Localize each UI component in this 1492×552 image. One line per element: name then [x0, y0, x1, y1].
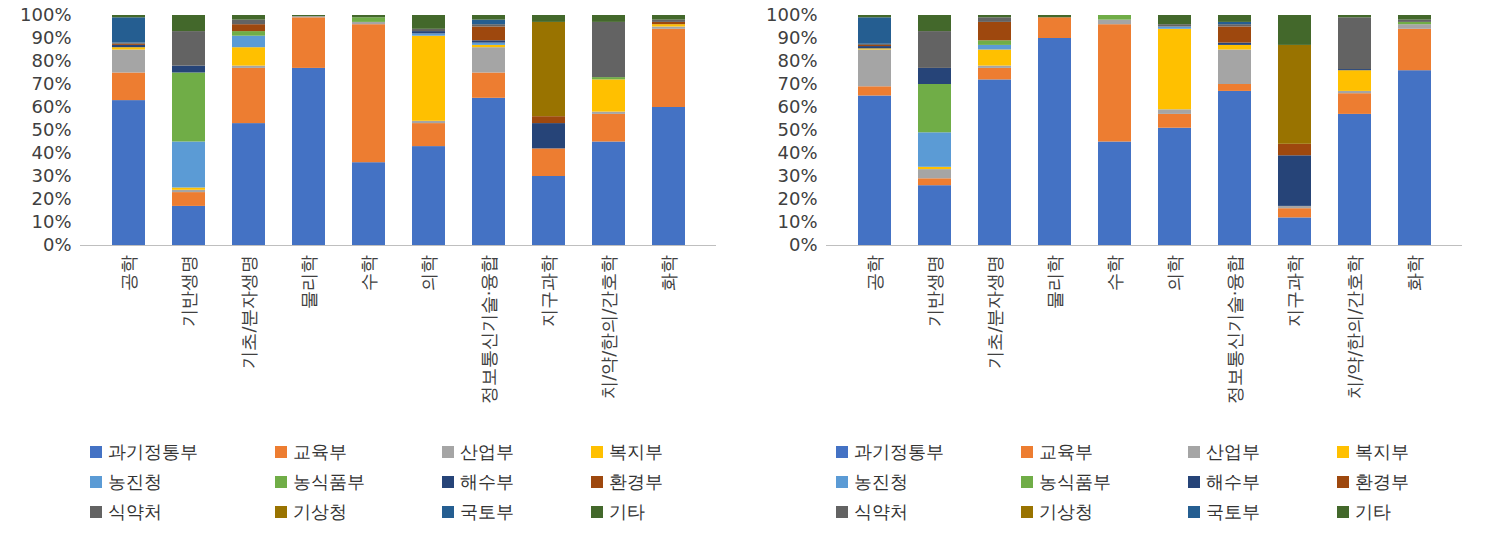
svg-text:화학: 화학	[1404, 255, 1425, 291]
svg-text:기반생명: 기반생명	[178, 255, 199, 327]
svg-text:공학: 공학	[864, 255, 885, 291]
svg-text:의학: 의학	[1164, 255, 1185, 291]
svg-text:수학: 수학	[358, 255, 379, 291]
html-text:산업부: 산업부	[460, 441, 514, 462]
html-text:과기정통부: 과기정통부	[854, 441, 944, 462]
svg-text:물리학: 물리학	[1044, 255, 1065, 309]
svg-text:10%: 10%	[31, 211, 71, 232]
svg-text:90%: 90%	[31, 27, 71, 48]
svg-text:수학: 수학	[1104, 255, 1125, 291]
svg-text:70%: 70%	[777, 73, 817, 94]
svg-text:60%: 60%	[31, 96, 71, 117]
svg-text:40%: 40%	[777, 142, 817, 163]
svg-text:정보통신기술·융합: 정보통신기술·융합	[478, 255, 499, 405]
html-text:식약처: 식약처	[108, 501, 162, 522]
svg-text:60%: 60%	[777, 96, 817, 117]
html-text:교육부: 교육부	[1039, 441, 1093, 462]
html-text:농식품부: 농식품부	[1039, 471, 1111, 492]
svg-text:20%: 20%	[31, 188, 71, 209]
html-text:농식품부: 농식품부	[293, 471, 365, 492]
html-text:기타: 기타	[1355, 501, 1391, 522]
svg-text:70%: 70%	[31, 73, 71, 94]
svg-text:물리학: 물리학	[298, 255, 319, 309]
html-text:산업부: 산업부	[1206, 441, 1260, 462]
svg-text:80%: 80%	[777, 50, 817, 71]
svg-text:치/약/한의/간호학: 치/약/한의/간호학	[598, 255, 619, 399]
html-text:환경부: 환경부	[1355, 471, 1409, 492]
svg-text:30%: 30%	[31, 165, 71, 186]
svg-text:50%: 50%	[31, 119, 71, 140]
svg-text:90%: 90%	[777, 27, 817, 48]
html-text:해수부: 해수부	[460, 471, 514, 492]
svg-text:기반생명: 기반생명	[924, 255, 945, 327]
svg-text:의학: 의학	[418, 255, 439, 291]
html-text:복지부: 복지부	[609, 441, 663, 462]
html-text:농진청: 농진청	[854, 471, 908, 492]
html-text:과기정통부: 과기정통부	[108, 441, 198, 462]
svg-text:공학: 공학	[118, 255, 139, 291]
svg-text:10%: 10%	[777, 211, 817, 232]
html-text:농진청: 농진청	[108, 471, 162, 492]
html-text:국토부: 국토부	[1206, 501, 1260, 522]
svg-text:100%: 100%	[766, 4, 817, 25]
svg-text:0%: 0%	[43, 234, 72, 255]
html-text:교육부: 교육부	[293, 441, 347, 462]
svg-text:0%: 0%	[789, 234, 818, 255]
svg-text:기초/분자생명: 기초/분자생명	[238, 255, 259, 369]
html-text:해수부: 해수부	[1206, 471, 1260, 492]
html-text:환경부: 환경부	[609, 471, 663, 492]
svg-text:지구과학: 지구과학	[1284, 255, 1305, 327]
html-text:식약처: 식약처	[854, 501, 908, 522]
svg-text:30%: 30%	[777, 165, 817, 186]
svg-text:기초/분자생명: 기초/분자생명	[984, 255, 1005, 369]
svg-text:100%: 100%	[20, 4, 71, 25]
svg-text:40%: 40%	[31, 142, 71, 163]
html-text:기타: 기타	[609, 501, 645, 522]
svg-text:20%: 20%	[777, 188, 817, 209]
svg-text:80%: 80%	[31, 50, 71, 71]
svg-text:지구과학: 지구과학	[538, 255, 559, 327]
html-text:기상청: 기상청	[1039, 501, 1093, 522]
svg-text:치/약/한의/간호학: 치/약/한의/간호학	[1344, 255, 1365, 399]
html-text:국토부: 국토부	[460, 501, 514, 522]
svg-text:화학: 화학	[658, 255, 679, 291]
html-text:복지부: 복지부	[1355, 441, 1409, 462]
html-text:기상청: 기상청	[293, 501, 347, 522]
svg-text:정보통신기술·융합: 정보통신기술·융합	[1224, 255, 1245, 405]
svg-text:50%: 50%	[777, 119, 817, 140]
